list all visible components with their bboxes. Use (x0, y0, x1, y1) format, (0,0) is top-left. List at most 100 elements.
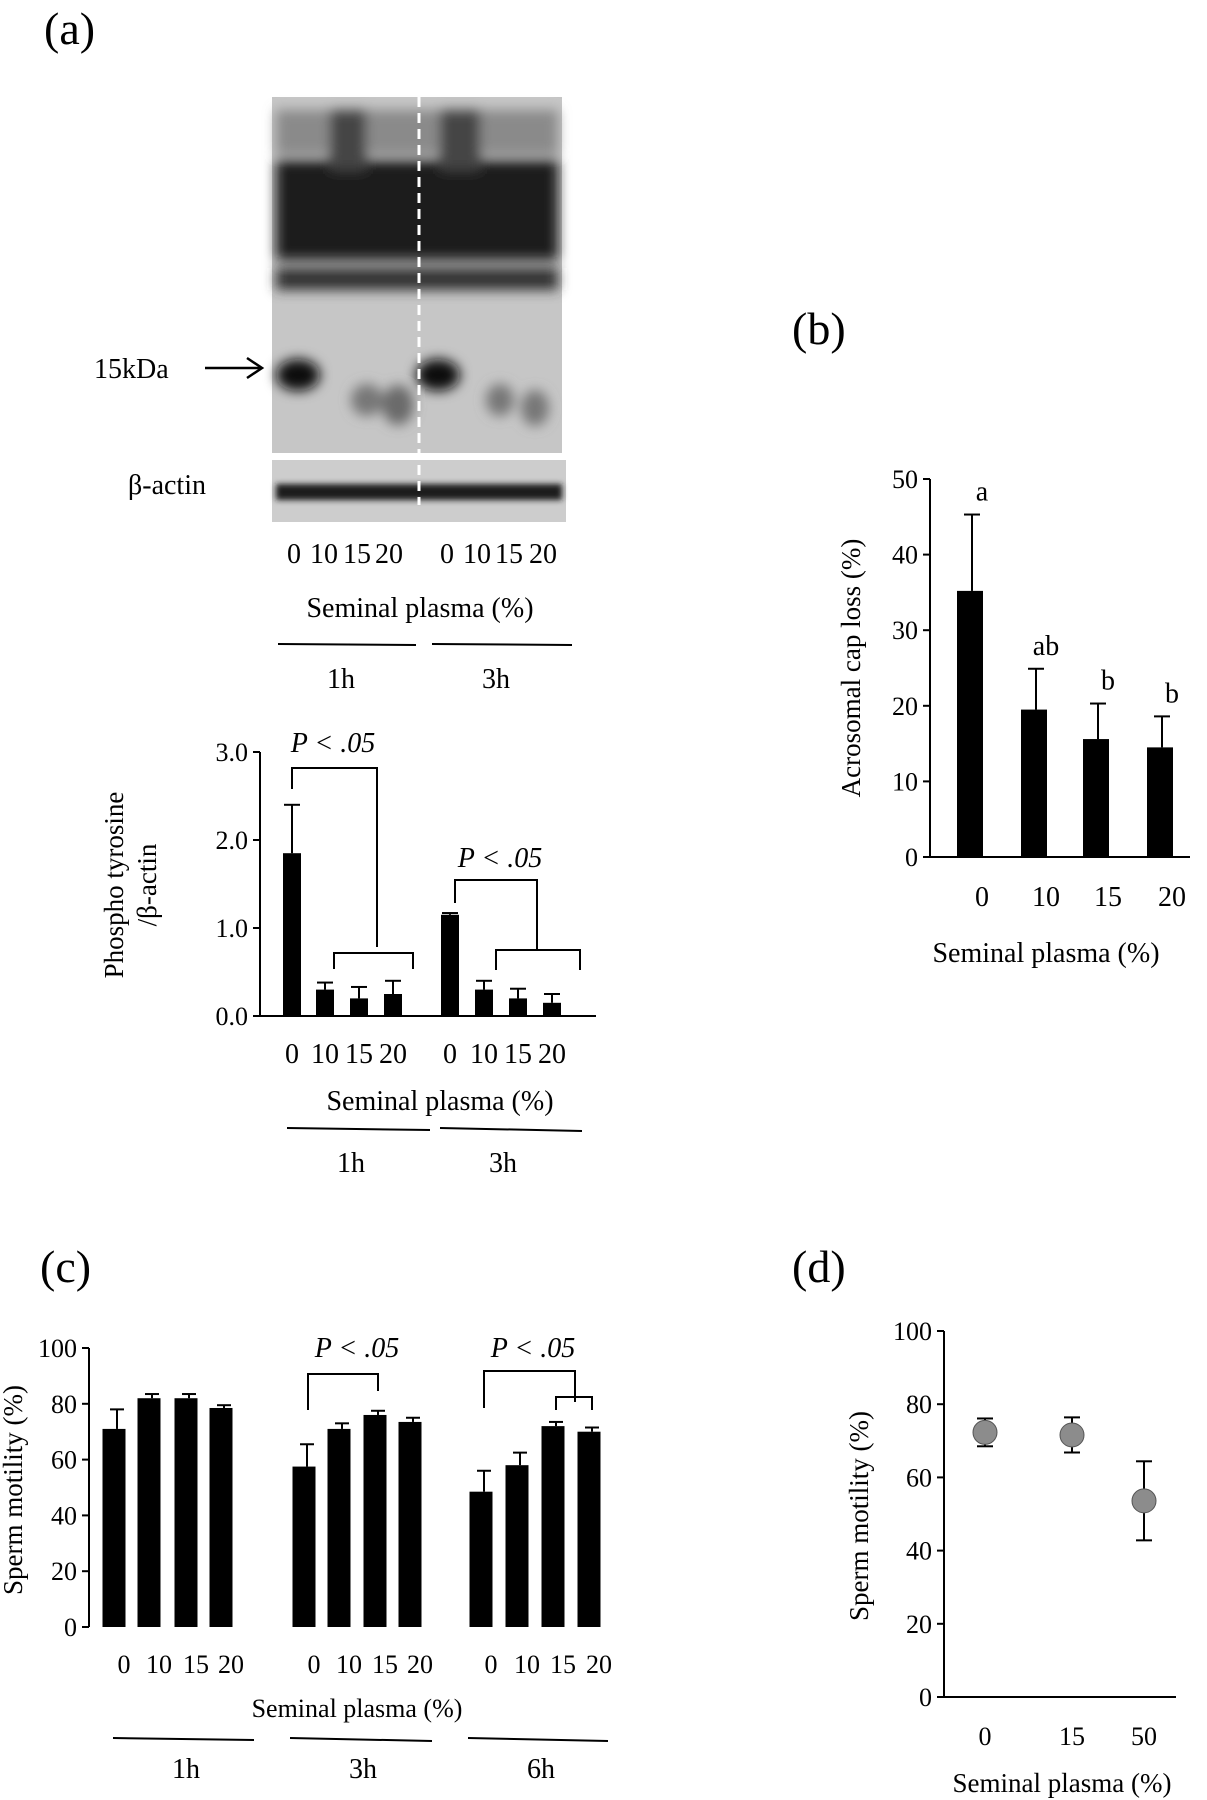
x-tick-label: 0 (975, 882, 989, 913)
y-axis-label: Sperm motility (%) (0, 1385, 28, 1595)
y-tick-label: 20 (906, 1610, 932, 1639)
x-tick-label: 0 (308, 1650, 321, 1679)
bar (363, 1414, 387, 1627)
bar (475, 989, 493, 1016)
x-tick-label: 0 (285, 1039, 299, 1070)
x-tick-label: 10 (514, 1650, 540, 1679)
western-blot (272, 97, 566, 522)
x-tick-label: 15 (504, 1039, 532, 1070)
loading-control-label: β-actin (128, 470, 206, 501)
blot-lane-labels: 0 10 15 20 0 10 15 20 (287, 539, 557, 570)
y-axis-label-line1: Phospho tyrosine (99, 792, 129, 979)
y-tick-label: 3.0 (216, 738, 249, 767)
blot-lane-label: 20 (375, 539, 403, 570)
y-axis-label: Phospho tyrosine/β-actin (99, 792, 162, 979)
x-tick-label: 15 (1059, 1722, 1085, 1751)
significance-annotation: P < .05 (457, 843, 543, 874)
x-tick-label: 10 (1032, 882, 1060, 913)
y-axis-label: Sperm motility (%) (844, 1411, 874, 1621)
bar (102, 1428, 126, 1627)
x-tick-label: 0 (485, 1650, 498, 1679)
blot-group-line-1h (277, 643, 417, 646)
bar (137, 1398, 161, 1627)
blot-group-line-3h (431, 643, 573, 646)
significance-annotation: P < .05 (314, 1333, 400, 1364)
y-tick-label: 0 (919, 1683, 932, 1712)
blot-xlabel: Seminal plasma (%) (306, 593, 533, 624)
data-point (1059, 1422, 1085, 1448)
y-tick-label: 0.0 (216, 1002, 249, 1031)
x-tick-label: 20 (407, 1650, 433, 1679)
y-axis-label: Acrosomal cap loss (%) (836, 539, 866, 798)
bar (384, 994, 402, 1016)
chart-c-sperm-motility-time: 0 20 40 60 80 100 0 10 15 20 0 10 15 20 0 10 15 20 Sperm m… (0, 1333, 612, 1785)
significance-letter: ab (1033, 631, 1059, 662)
y-tick-label: 2.0 (216, 826, 249, 855)
x-tick-label: 50 (1131, 1722, 1157, 1751)
x-tick-label: 20 (538, 1039, 566, 1070)
x-tick-label: 10 (311, 1039, 339, 1070)
group-line-1h (286, 1127, 431, 1131)
x-tick-label: 10 (146, 1650, 172, 1679)
significance-letter: a (976, 477, 989, 508)
marker-label: 15kDa (94, 354, 169, 385)
y-tick-label: 30 (892, 616, 918, 645)
group-line-6h (467, 1737, 609, 1742)
significance-bracket (291, 767, 378, 947)
blot-group-1h: 1h (327, 664, 355, 695)
significance-bracket (307, 1373, 379, 1410)
blot-group-3h: 3h (482, 664, 510, 695)
bar (543, 1002, 561, 1016)
bar (441, 914, 459, 1016)
significance-bracket (454, 879, 538, 950)
bar (174, 1398, 198, 1627)
group-label-3h: 3h (489, 1148, 517, 1179)
blot-lane-label: 20 (529, 539, 557, 570)
significance-bracket (333, 952, 414, 969)
x-tick-label: 15 (372, 1650, 398, 1679)
significance-bracket (483, 1370, 576, 1408)
bar (209, 1407, 233, 1627)
bar (509, 998, 527, 1016)
blot-lane-label: 0 (287, 539, 301, 570)
y-tick-label: 0 (905, 843, 918, 872)
y-tick-label: 40 (906, 1537, 932, 1566)
panel-d-letter: (d) (792, 1241, 846, 1292)
x-axis-label: Seminal plasma (%) (932, 938, 1159, 969)
x-tick-label: 20 (218, 1650, 244, 1679)
x-tick-label: 0 (443, 1039, 457, 1070)
x-tick-label: 15 (183, 1650, 209, 1679)
arrow-right-icon (205, 356, 265, 380)
x-tick-label: 15 (550, 1650, 576, 1679)
chart-d-sperm-motility: 0 20 40 60 80 100 0 15 50 Sperm motility (%) Semin… (844, 1317, 1176, 1798)
bar (350, 998, 368, 1016)
x-tick-label: 20 (1158, 882, 1186, 913)
group-line-3h (439, 1127, 583, 1132)
bar (316, 989, 334, 1016)
y-tick-label: 10 (892, 767, 918, 796)
x-tick-label: 20 (586, 1650, 612, 1679)
blot-bands (276, 110, 558, 426)
bar (398, 1421, 422, 1627)
bar (957, 590, 983, 857)
y-axis-label-line2: /β-actin (132, 843, 162, 926)
bar (469, 1491, 493, 1627)
significance-letter: b (1101, 666, 1115, 697)
bar (577, 1431, 601, 1627)
y-tick-label: 40 (892, 541, 918, 570)
x-tick-label: 0 (118, 1650, 131, 1679)
group-label-6h: 6h (527, 1754, 555, 1785)
data-point (1131, 1488, 1157, 1514)
y-tick-label: 40 (51, 1501, 77, 1530)
x-tick-label: 20 (379, 1039, 407, 1070)
x-axis-label: Seminal plasma (%) (953, 1768, 1172, 1798)
y-tick-label: 60 (906, 1463, 932, 1492)
group-line-3h (289, 1737, 433, 1742)
bar (541, 1426, 565, 1627)
data-point (972, 1419, 998, 1445)
actin-band (276, 484, 562, 500)
x-axis-label: Seminal plasma (%) (326, 1086, 553, 1117)
significance-bracket (555, 1396, 593, 1410)
